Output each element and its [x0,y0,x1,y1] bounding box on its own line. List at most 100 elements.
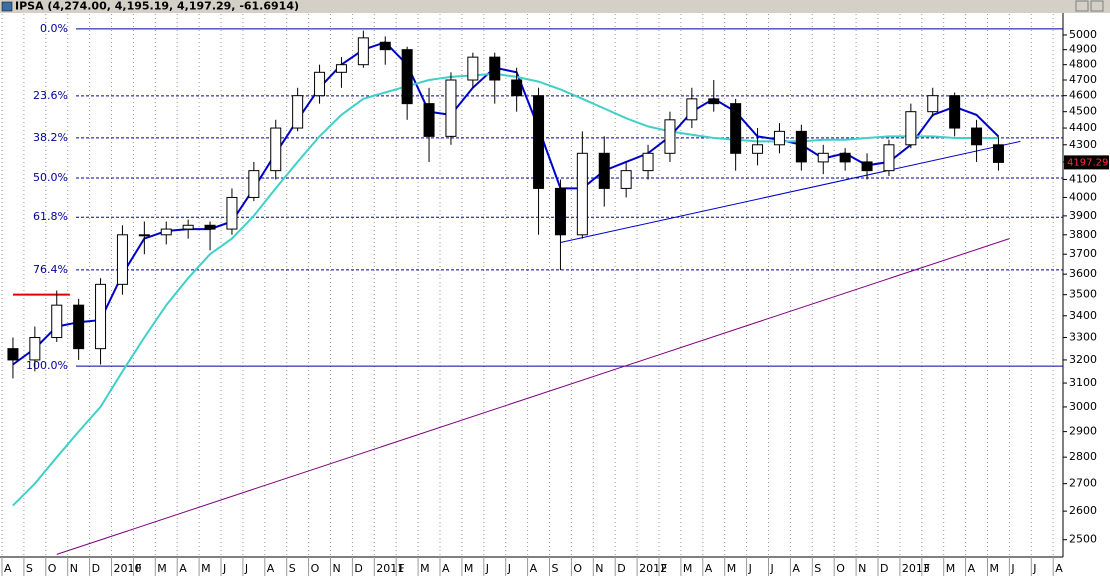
x-tick-label: F [924,562,930,575]
candle-body [642,152,654,172]
x-tick-label: 2011 [376,562,404,575]
restore-button[interactable] [1075,0,1089,12]
trendline [560,140,1021,243]
x-tick-label: 2013 [902,562,930,575]
y-tick-label: 3000 [1069,400,1097,413]
candle-body [839,152,851,163]
x-tick-label: A [267,562,275,575]
candle-body [861,161,873,172]
candle-body [357,37,369,66]
x-tick-label: A [442,562,450,575]
y-tick-label: 4000 [1069,190,1097,203]
candle-body [7,348,19,361]
x-tick-label: M [201,562,211,575]
x-tick-label: D [354,562,362,575]
x-tick-label: M [727,562,737,575]
y-tick-label: 5000 [1069,28,1097,41]
candle-body [883,144,895,172]
y-tick-label: 4600 [1069,89,1097,102]
y-tick-label: 3200 [1069,353,1097,366]
y-tick-label: 4800 [1069,58,1097,71]
y-tick-label: 2500 [1069,533,1097,546]
fib-label: 50.0% [33,171,68,184]
candle-body [708,98,720,105]
x-tick-label: M [157,562,167,575]
x-tick-label: A [792,562,800,575]
x-tick-label: N [858,562,866,575]
x-tick-label: D [617,562,625,575]
candle-body [401,49,413,105]
x-tick-label: S [552,562,559,575]
x-tick-label: J [1032,562,1036,575]
candle-body [292,95,304,129]
fib-label: 61.8% [33,210,68,223]
x-tick-label: O [311,562,320,575]
x-tick-label: N [333,562,341,575]
x-tick-label: A [968,562,976,575]
candle-body [598,152,610,189]
fib-label: 0.0% [40,22,68,35]
y-tick-label: 2800 [1069,450,1097,463]
candle-body [511,79,523,97]
candle-body [554,187,566,236]
x-tick-label: J [748,562,752,575]
candle-body [467,56,479,81]
x-tick-label: A [530,562,538,575]
candle-body [95,283,107,350]
x-tick-label: N [70,562,78,575]
x-tick-label: M [990,562,1000,575]
candle-body [270,127,282,172]
candle-body [795,130,807,163]
candle-body [576,152,588,236]
candle-body [29,337,41,361]
last-price-box [1064,155,1109,170]
y-tick-label: 3600 [1069,267,1097,280]
candle-body [905,111,917,146]
x-tick-label: A [4,562,12,575]
candle-body [138,234,150,237]
fib-label: 23.6% [33,89,68,102]
x-tick-label: 2010 [114,562,142,575]
close-button[interactable] [1090,0,1104,12]
x-tick-label: F [398,562,404,575]
candle-body [314,71,326,97]
x-tick-label: J [244,562,248,575]
x-tick-label: J [1010,562,1014,575]
x-tick-label: A [179,562,187,575]
x-tick-label: M [420,562,430,575]
candle-body [204,224,216,230]
candle-body [949,95,961,129]
y-tick-label: 4700 [1069,73,1097,86]
candle-body [773,130,785,146]
y-tick-label: 2700 [1069,477,1097,490]
candle-body [116,234,128,285]
title-bar [0,0,1110,13]
window-icon [1,1,13,12]
y-tick-label: 4100 [1069,172,1097,185]
x-tick-label: F [135,562,141,575]
candle-body [730,103,742,154]
moving-average [12,41,1000,366]
candle-body [927,95,939,113]
candle-body [686,98,698,121]
x-tick-label: S [26,562,33,575]
x-tick-label: M [683,562,693,575]
x-tick-label: D [92,562,100,575]
x-tick-label: J [485,562,489,575]
x-tick-label: M [946,562,956,575]
candle-body [51,304,63,339]
y-tick-label: 3900 [1069,209,1097,222]
candle-body [620,170,632,189]
x-tick-label: F [661,562,667,575]
candle-body [226,196,238,230]
candle-body [423,103,435,137]
trendline [56,238,1010,555]
fib-label: 38.2% [33,131,68,144]
last-price-label: 4197.29 [1067,157,1108,168]
y-tick-label: 3400 [1069,309,1097,322]
x-tick-label: J [222,562,226,575]
candle-body [817,152,829,163]
candle-body [971,127,983,146]
x-tick-label: S [814,562,821,575]
